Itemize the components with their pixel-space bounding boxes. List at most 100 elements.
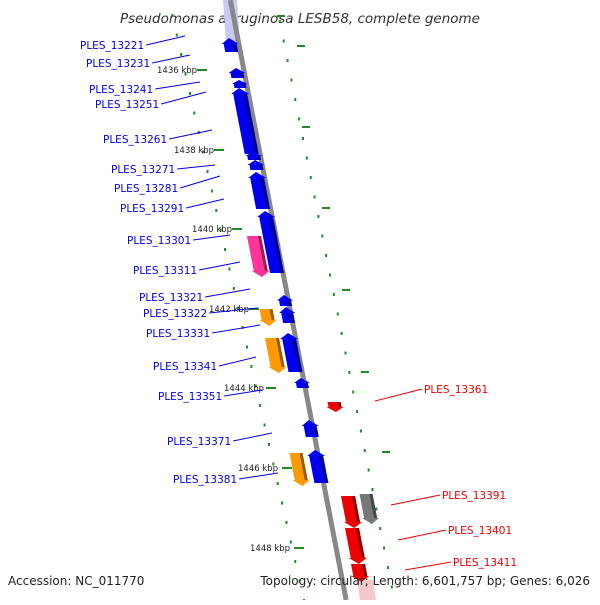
- tick-dot-inner: [206, 170, 209, 173]
- gene-body: [307, 450, 329, 483]
- gene-shadow: [269, 309, 275, 320]
- tick-dot-outer: [386, 566, 389, 569]
- tick-dot-inner: [254, 384, 257, 388]
- gene-PLES_13271: [247, 160, 265, 170]
- feature-tracks: [171, 0, 393, 602]
- tick-dot-inner: [184, 72, 187, 76]
- gene-PLES_13411: [351, 564, 370, 582]
- tick-dot-outer: [325, 254, 328, 257]
- tick-dot-inner: [175, 33, 178, 37]
- gene-PLES_13356: [294, 378, 310, 388]
- gene-PLES_13251: [231, 88, 259, 154]
- gene-leader-left: [239, 472, 279, 480]
- tick-dot-outer: [352, 390, 355, 394]
- gene-PLES_13391: [341, 496, 362, 528]
- gene-PLES_13322: [259, 309, 277, 326]
- gene-PLES_13221: [221, 38, 239, 52]
- gene-label-left: PLES_13261: [103, 134, 167, 146]
- gene-leader-left: [205, 288, 251, 298]
- gene-shadow: [232, 44, 239, 52]
- gene-body: [345, 528, 367, 564]
- tick-dot-outer: [383, 546, 386, 550]
- gene-label-left: PLES_13371: [167, 436, 231, 448]
- gene-label-left: PLES_13281: [114, 183, 178, 195]
- tick-dot-inner: [215, 209, 218, 212]
- gene-label-left: PLES_13381: [173, 474, 237, 486]
- tick-dot-inner: [272, 462, 275, 466]
- tick-dot-outer: [313, 195, 316, 199]
- gene-leader-left: [146, 35, 186, 46]
- gene-leader-left: [224, 389, 263, 397]
- tick-dot-inner: [267, 443, 270, 446]
- gene-shadow: [287, 300, 293, 306]
- tick-dot-outer: [329, 273, 332, 277]
- gene-PLES_13291: [248, 172, 271, 209]
- kbp-marker-label: 1440 kbp: [192, 225, 232, 235]
- gene-leader-right: [404, 561, 452, 571]
- tick-dot-outer: [286, 59, 289, 62]
- gene-leader-left: [199, 261, 241, 271]
- tick-dot-outer: [317, 215, 320, 218]
- gene-PLES_13371: [301, 420, 319, 437]
- tick-dot-outer: [278, 20, 281, 23]
- tick-dot-inner: [259, 404, 262, 407]
- gene-shadow: [292, 339, 303, 372]
- tick-dot-inner: [188, 92, 191, 95]
- gene-leader-left: [186, 198, 225, 209]
- tick-dot-outer: [375, 507, 378, 511]
- gene-shadow: [362, 564, 368, 576]
- tick-dot-inner: [276, 482, 279, 485]
- tick-dot-outer: [371, 488, 374, 491]
- kbp-marker-label: 1436 kbp: [157, 66, 197, 76]
- accession-text: Accession: NC_011770: [8, 574, 145, 588]
- gene-body: [280, 333, 303, 372]
- tick-dot-inner: [285, 521, 288, 524]
- gene-leader-left: [193, 234, 231, 241]
- gene-label-left: PLES_13311: [133, 265, 197, 277]
- gene-shadow: [239, 73, 245, 78]
- tick-dot-outer: [367, 468, 370, 472]
- tick-dot-inner: [289, 540, 292, 544]
- gene-PLES_13231: [228, 68, 246, 78]
- tick-dot-inner: [180, 53, 183, 56]
- tick-dot-outer: [340, 332, 343, 335]
- tick-dot-inner: [245, 345, 248, 349]
- tick-dot-outer: [332, 293, 335, 296]
- gene-body: [231, 88, 259, 154]
- gene-shadow: [352, 496, 360, 522]
- gene-label-right: PLES_13411: [453, 557, 517, 569]
- tick-dot-outer: [321, 234, 324, 238]
- gene-leader-left: [177, 164, 216, 170]
- gene-leader-right: [374, 388, 423, 402]
- tick-dot-inner: [250, 365, 253, 368]
- gene-label-left: PLES_13241: [89, 84, 153, 96]
- gene-label-left: PLES_13331: [146, 328, 210, 340]
- gene-leader-left: [152, 54, 191, 64]
- gene-shadow: [289, 313, 296, 323]
- gene-shadow: [319, 456, 329, 483]
- tick-dot-outer: [356, 410, 359, 413]
- tick-dash-outer: [361, 371, 369, 373]
- gene-PLES_13301: [257, 211, 284, 273]
- map-title: Pseudomonas aeruginosa LESB58, complete …: [120, 11, 480, 27]
- tick-dot-outer: [294, 98, 297, 101]
- tick-dot-outer: [379, 527, 382, 530]
- gene-leader-left: [209, 307, 259, 314]
- gene-PLES_13341: [280, 333, 303, 372]
- gene-body: [257, 211, 284, 273]
- gene-label-left: PLES_13271: [111, 164, 175, 176]
- gene-body: [341, 496, 362, 528]
- tick-dot-outer: [336, 312, 339, 316]
- tick-dot-inner: [294, 560, 297, 563]
- gene-PLES_13331: [279, 307, 296, 323]
- gene-PLES_13361: [326, 402, 344, 412]
- tick-dot-inner: [202, 150, 205, 154]
- gene-PLES_13376: [289, 453, 310, 486]
- gene-label-right: PLES_13361: [424, 384, 488, 396]
- gene-shadow: [337, 402, 342, 407]
- gene-shadow: [369, 494, 378, 518]
- tick-dot-inner: [298, 579, 301, 583]
- tick-dot-outer: [282, 39, 285, 43]
- tick-dot-outer: [359, 429, 362, 433]
